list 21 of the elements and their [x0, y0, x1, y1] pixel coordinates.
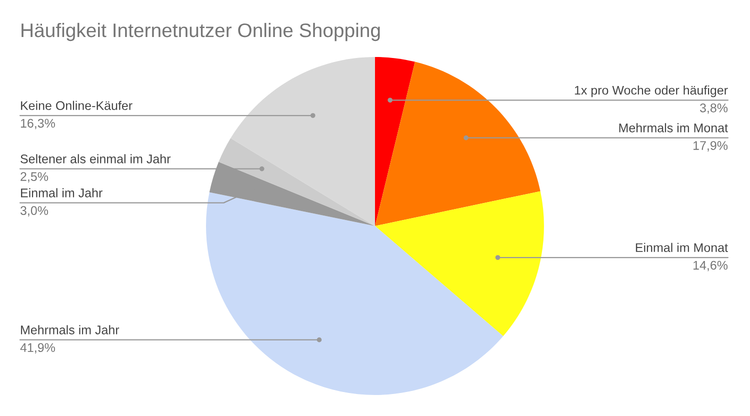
slice-label: Einmal im Jahr	[21, 188, 102, 198]
data-label: 17,9%	[694, 141, 728, 152]
slice-label: Mehrmals im Monat	[619, 123, 728, 132]
slice-label: Seltener als einmal im Jahr	[20, 154, 171, 164]
pie-slice	[375, 191, 544, 336]
slice-label: Einmal im Monat	[636, 242, 728, 252]
pie-slice	[230, 57, 375, 226]
data-label: 16,3%	[20, 118, 55, 130]
slice-label: Mehrmals im Jahr	[21, 325, 120, 334]
pie-slice	[375, 62, 540, 226]
pie-slice	[206, 192, 504, 395]
chart-title: Häufigkeit Internetnutzer Online Shopping	[22, 22, 380, 42]
slice-label: Keine Online-Käufer	[21, 100, 132, 110]
data-label: 3,0%	[20, 206, 48, 216]
data-label: 41,9%	[20, 343, 55, 354]
data-label: 14,6%	[694, 260, 728, 272]
data-label: 3,8%	[700, 103, 728, 114]
slice-label: 1x pro Woche oder häufiger	[574, 86, 728, 98]
data-label: 2,5%	[20, 172, 48, 182]
pie-slice	[218, 138, 375, 226]
pie-slice	[375, 57, 415, 226]
